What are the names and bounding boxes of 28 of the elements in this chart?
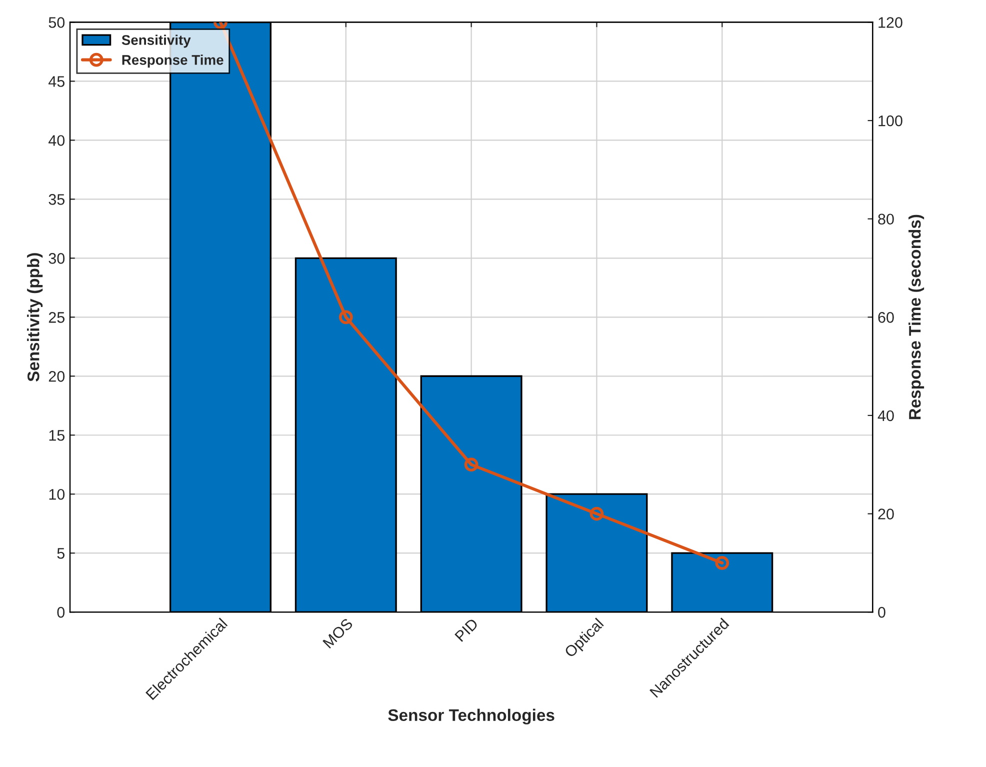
y2-tick-label: 40 bbox=[878, 410, 894, 422]
point bbox=[715, 556, 730, 570]
y-axis-title: Sensitivity (ppb) bbox=[27, 253, 43, 382]
legend-label: Sensitivity bbox=[122, 34, 191, 48]
y2-tick-label: 80 bbox=[878, 214, 894, 225]
y-tick-label: 45 bbox=[48, 76, 65, 87]
x-axis-title: Sensor Technologies bbox=[388, 708, 554, 724]
legend-label: Response Time bbox=[122, 54, 224, 68]
point bbox=[338, 310, 353, 324]
point bbox=[590, 506, 604, 521]
y2-tick-label: 60 bbox=[878, 312, 894, 323]
y-tick-label: 15 bbox=[49, 430, 65, 441]
y2-tick-label: 120 bbox=[878, 17, 902, 28]
y2-tick-label: 0 bbox=[878, 606, 886, 618]
y-tick-label: 20 bbox=[48, 371, 65, 382]
y-tick-label: 10 bbox=[49, 488, 65, 500]
y-tick-label: 30 bbox=[48, 253, 65, 264]
y-tick-label: 50 bbox=[48, 17, 65, 28]
y-tick-label: 35 bbox=[48, 194, 65, 205]
y2-tick-label: 20 bbox=[878, 508, 894, 520]
y2-tick-label: 100 bbox=[878, 115, 902, 126]
y-tick-label: 0 bbox=[57, 606, 65, 618]
point bbox=[464, 458, 478, 472]
y-tick-label: 5 bbox=[57, 548, 65, 559]
y-tick-label: 40 bbox=[48, 135, 65, 146]
y2-axis-title: Response Time (seconds) bbox=[908, 214, 924, 420]
y-tick-label: 25 bbox=[48, 312, 65, 323]
x-tick-label: PID bbox=[454, 618, 479, 642]
